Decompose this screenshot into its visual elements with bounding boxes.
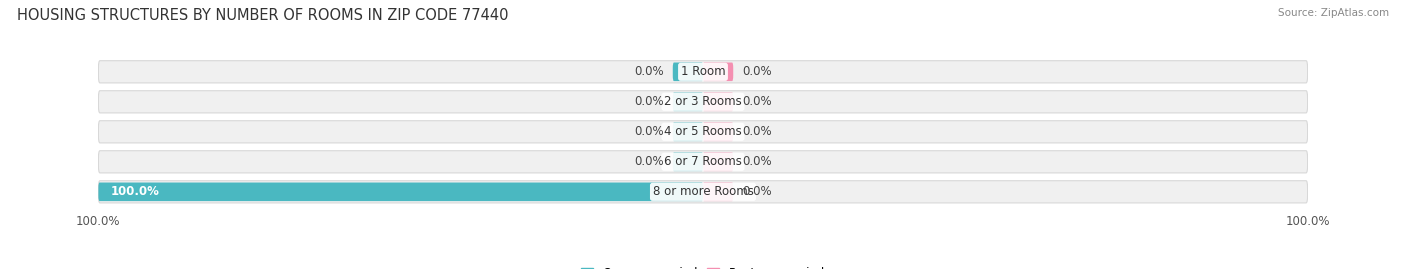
Text: 2 or 3 Rooms: 2 or 3 Rooms [664, 95, 742, 108]
FancyBboxPatch shape [672, 153, 703, 171]
Text: 0.0%: 0.0% [742, 185, 772, 198]
Legend: Owner-occupied, Renter-occupied: Owner-occupied, Renter-occupied [576, 263, 830, 269]
Text: 0.0%: 0.0% [742, 125, 772, 138]
FancyBboxPatch shape [98, 181, 1308, 203]
Text: 1 Room: 1 Room [681, 65, 725, 78]
FancyBboxPatch shape [98, 91, 1308, 113]
FancyBboxPatch shape [98, 182, 703, 201]
Text: 100.0%: 100.0% [111, 185, 159, 198]
Text: 0.0%: 0.0% [742, 95, 772, 108]
Text: 0.0%: 0.0% [634, 155, 664, 168]
Text: 0.0%: 0.0% [634, 125, 664, 138]
FancyBboxPatch shape [98, 61, 1308, 83]
FancyBboxPatch shape [672, 122, 703, 141]
FancyBboxPatch shape [703, 122, 734, 141]
Text: 0.0%: 0.0% [742, 65, 772, 78]
Text: Source: ZipAtlas.com: Source: ZipAtlas.com [1278, 8, 1389, 18]
FancyBboxPatch shape [98, 151, 1308, 173]
Text: HOUSING STRUCTURES BY NUMBER OF ROOMS IN ZIP CODE 77440: HOUSING STRUCTURES BY NUMBER OF ROOMS IN… [17, 8, 509, 23]
FancyBboxPatch shape [672, 93, 703, 111]
Text: 0.0%: 0.0% [634, 95, 664, 108]
Text: 8 or more Rooms: 8 or more Rooms [652, 185, 754, 198]
FancyBboxPatch shape [703, 93, 734, 111]
FancyBboxPatch shape [703, 153, 734, 171]
Text: 6 or 7 Rooms: 6 or 7 Rooms [664, 155, 742, 168]
Text: 4 or 5 Rooms: 4 or 5 Rooms [664, 125, 742, 138]
Text: 0.0%: 0.0% [634, 65, 664, 78]
FancyBboxPatch shape [672, 62, 703, 81]
Text: 0.0%: 0.0% [742, 155, 772, 168]
FancyBboxPatch shape [98, 121, 1308, 143]
FancyBboxPatch shape [703, 62, 734, 81]
FancyBboxPatch shape [703, 182, 734, 201]
